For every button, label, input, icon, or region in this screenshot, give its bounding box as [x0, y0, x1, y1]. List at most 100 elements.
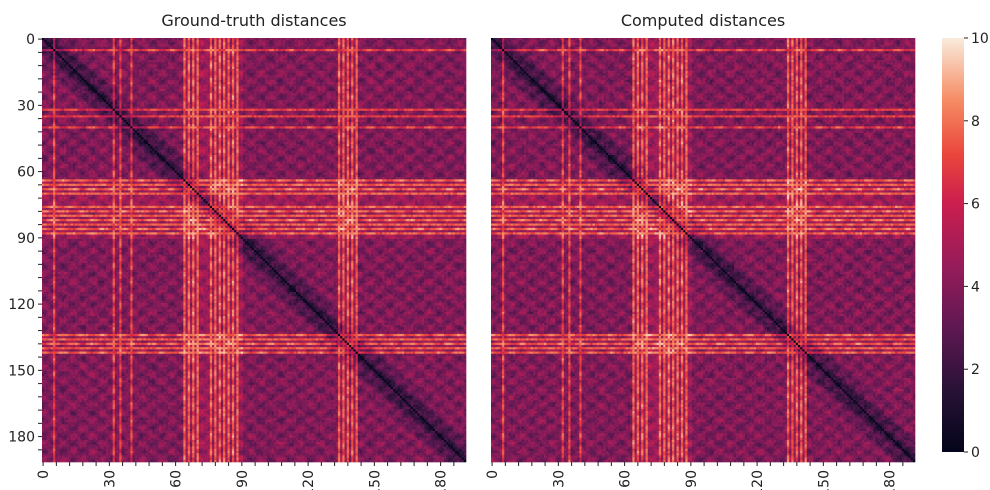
ground-truth-cell	[137, 38, 140, 41]
ground-truth-cell	[108, 42, 111, 45]
ground-truth-cell	[258, 40, 261, 43]
ground-truth-cell	[459, 45, 462, 48]
ground-truth-cell	[135, 40, 138, 43]
ground-truth-cell	[311, 47, 314, 50]
ground-truth-cell	[86, 42, 89, 45]
ground-truth-cell	[459, 49, 462, 52]
ground-truth-cell	[166, 49, 169, 52]
ground-truth-cell	[345, 47, 348, 50]
ground-truth-cell	[80, 42, 83, 45]
ground-truth-cell	[283, 40, 286, 43]
ground-truth-cell	[305, 40, 308, 43]
ground-truth-cell	[86, 49, 89, 52]
ground-truth-cell	[448, 38, 451, 41]
ground-truth-cell	[49, 38, 52, 41]
ground-truth-cell	[166, 42, 169, 45]
ground-truth-cell	[183, 47, 186, 50]
ground-truth-cell	[378, 38, 381, 41]
ground-truth-cell	[199, 38, 202, 41]
ground-truth-cell	[422, 45, 425, 48]
ground-truth-cell	[283, 51, 286, 54]
ground-truth-cell	[192, 47, 195, 50]
ground-truth-cell	[57, 51, 60, 54]
ground-truth-cell	[161, 45, 164, 48]
ground-truth-cell	[307, 47, 310, 50]
ground-truth-cell	[400, 47, 403, 50]
ground-truth-cell	[395, 45, 398, 48]
ground-truth-cell	[130, 42, 133, 45]
ground-truth-cell	[104, 40, 107, 43]
ground-truth-cell	[150, 38, 153, 41]
ground-truth-cell	[210, 45, 213, 48]
ground-truth-cell	[287, 38, 290, 41]
ground-truth-cell	[440, 49, 443, 52]
ground-truth-cell	[334, 45, 337, 48]
ground-truth-cell	[179, 42, 182, 45]
ground-truth-cell	[311, 49, 314, 52]
ground-truth-cell	[367, 40, 370, 43]
ground-truth-cell	[181, 51, 184, 54]
ground-truth-cell	[325, 45, 328, 48]
ground-truth-cell	[245, 38, 248, 41]
ground-truth-cell	[358, 45, 361, 48]
ground-truth-cell	[453, 49, 456, 52]
ground-truth-cell	[113, 49, 116, 52]
ground-truth-cell	[208, 45, 211, 48]
ground-truth-cell	[236, 38, 239, 41]
ground-truth-cell	[175, 51, 178, 54]
ground-truth-cell	[325, 42, 328, 45]
ground-truth-cell	[391, 45, 394, 48]
ground-truth-cell	[106, 42, 109, 45]
ground-truth-cell	[80, 40, 83, 43]
ground-truth-cell	[110, 42, 113, 45]
ground-truth-cell	[389, 47, 392, 50]
ground-truth-cell	[148, 45, 151, 48]
ground-truth-cell	[99, 45, 102, 48]
ground-truth-cell	[137, 51, 140, 54]
ground-truth-cell	[420, 42, 423, 45]
ground-truth-cell	[300, 47, 303, 50]
ground-truth-cell	[161, 42, 164, 45]
ground-truth-cell	[219, 49, 222, 52]
ground-truth-cell	[422, 42, 425, 45]
ground-truth-cell	[281, 42, 284, 45]
ground-truth-cell	[69, 49, 72, 52]
ground-truth-cell	[406, 42, 409, 45]
ground-truth-cell	[422, 38, 425, 41]
ground-truth-cell	[433, 47, 436, 50]
ground-truth-cell	[371, 38, 374, 41]
ground-truth-cell	[179, 40, 182, 43]
ground-truth-cell	[411, 49, 414, 52]
ground-truth-cell	[201, 49, 204, 52]
ground-truth-cell	[378, 49, 381, 52]
ground-truth-cell	[373, 42, 376, 45]
ground-truth-cell	[144, 49, 147, 52]
ground-truth-cell	[451, 45, 454, 48]
ground-truth-cell	[82, 45, 85, 48]
ground-truth-cell	[380, 40, 383, 43]
ground-truth-cell	[371, 40, 374, 43]
ground-truth-cell	[433, 40, 436, 43]
ground-truth-cell	[391, 47, 394, 50]
ground-truth-cell	[404, 42, 407, 45]
ground-truth-cell	[446, 40, 449, 43]
ground-truth-cell	[88, 47, 91, 50]
ground-truth-cell	[287, 42, 290, 45]
ground-truth-cell	[356, 42, 359, 45]
ground-truth-cell	[393, 47, 396, 50]
ground-truth-cell	[298, 45, 301, 48]
ground-truth-cell	[82, 42, 85, 45]
ground-truth-cell	[152, 45, 155, 48]
ground-truth-cell	[64, 47, 67, 50]
ground-truth-cell	[141, 38, 144, 41]
ground-truth-cell	[117, 38, 120, 41]
ground-truth-cell	[345, 45, 348, 48]
ground-truth-cell	[157, 42, 160, 45]
ground-truth-cell	[228, 38, 231, 41]
ground-truth-cell	[347, 47, 350, 50]
ground-truth-cell	[88, 42, 91, 45]
ground-truth-cell	[258, 47, 261, 50]
ground-truth-cell	[331, 49, 334, 52]
ground-truth-cell	[360, 45, 363, 48]
ground-truth-cell	[265, 38, 268, 41]
